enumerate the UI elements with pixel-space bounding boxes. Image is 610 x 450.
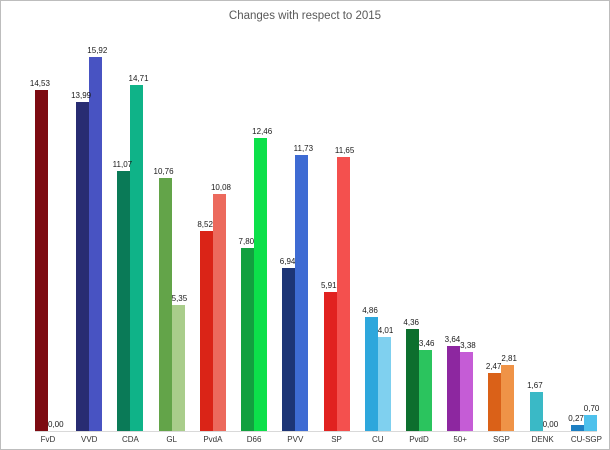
- bar: 0,27: [568, 414, 584, 431]
- bar-value-label: 10,08: [210, 183, 231, 193]
- bar-value-label: 3,46: [418, 338, 435, 348]
- bar-group: 4,36 3,46: [403, 56, 435, 431]
- bar-value-label: 4,36: [403, 317, 420, 327]
- x-axis-label: CDA: [121, 435, 139, 444]
- bar: 3,38: [460, 341, 476, 431]
- x-axis-label: VVD: [80, 435, 98, 444]
- bar-value-label: 0,27: [568, 413, 584, 423]
- bar: 12,46: [252, 127, 272, 431]
- bar-value-label: 1,67: [527, 380, 543, 390]
- bar: 6,94: [280, 257, 295, 431]
- bar-value-label: 11,73: [293, 144, 314, 154]
- x-axis-label: SGP: [492, 435, 510, 444]
- x-axis-label: D66: [246, 435, 262, 444]
- bar: 5,35: [172, 294, 187, 431]
- bar: 14,53: [30, 79, 50, 431]
- bar: 10,08: [211, 183, 231, 431]
- bar-group: 11,07 14,71: [113, 56, 149, 431]
- bar-value-label: 0,70: [583, 403, 600, 413]
- bar: 2,81: [501, 354, 517, 431]
- x-axis-label: FvD: [40, 435, 56, 444]
- bar-group: 7,80 12,46: [239, 56, 272, 431]
- bar-value-label: 2,81: [501, 354, 517, 363]
- bar-value-label: 14,71: [128, 74, 149, 84]
- bar-group: 10,76 5,35: [154, 56, 187, 431]
- bar: 4,01: [378, 326, 393, 431]
- bar-value-label: 12,46: [252, 127, 273, 137]
- bar-value-label: 4,86: [362, 305, 378, 315]
- bar-value-label: 3,64: [444, 334, 461, 344]
- bar: 1,67: [527, 381, 543, 431]
- bar-value-label: 14,53: [29, 78, 50, 88]
- bar: 11,65: [335, 146, 354, 431]
- bar-value-label: 5,35: [171, 294, 188, 304]
- bar: 5,91: [321, 281, 337, 431]
- bar-group: 8,52 10,08: [197, 56, 231, 431]
- bar-group: 5,91 11,65: [321, 56, 354, 431]
- bar-value-label: 7,80: [238, 236, 255, 246]
- x-axis-label: 50+: [453, 435, 467, 444]
- bar: 4,36: [403, 318, 419, 431]
- bar-group: 14,53 0,00: [30, 56, 64, 431]
- bar-group: 13,99 15,92: [71, 46, 107, 431]
- plot-area: 14,53 0,00 13,99 15,92 11,07 14,71 10,76 5,35 8,…: [30, 46, 599, 432]
- bar-group: 4,86 4,01: [362, 56, 393, 431]
- x-axis-label: CU: [371, 435, 384, 444]
- bar: 15,92: [87, 46, 107, 431]
- bar-group: 0,27 0,70: [568, 56, 599, 431]
- bar-value-label: 0,00: [47, 420, 64, 429]
- chart-title: Changes with respect to 2015: [228, 10, 382, 22]
- bar: 0,70: [584, 404, 599, 431]
- bar-value-label: 4,01: [377, 325, 394, 335]
- bar: 8,52: [197, 220, 213, 431]
- bar-value-label: 15,92: [87, 45, 108, 55]
- bar-value-label: 5,91: [320, 281, 337, 291]
- bar: 4,86: [362, 306, 378, 431]
- bar-group: 2,47 2,81: [486, 56, 517, 431]
- x-axis-label: GL: [166, 435, 177, 444]
- x-axis-label: CU-SGP: [570, 435, 602, 444]
- x-axis-label: PvdA: [203, 435, 223, 444]
- bar-group: 6,94 11,73: [280, 56, 313, 431]
- bar-group: 3,64 3,38: [445, 56, 476, 431]
- x-axis-label: SP: [331, 435, 342, 444]
- bar-value-label: 11,07: [112, 159, 133, 169]
- bar-value-label: 11,65: [334, 146, 355, 156]
- bar: 13,99: [71, 91, 91, 431]
- bar: 10,76: [154, 167, 174, 431]
- bar: 11,07: [113, 160, 132, 431]
- bar-value-label: 6,94: [279, 256, 296, 266]
- bar-group: 1,67 0,00: [527, 56, 559, 431]
- bar: 14,71: [129, 74, 149, 431]
- bar-value-label: 10,76: [153, 167, 174, 177]
- bar: 7,80: [239, 237, 254, 431]
- bar: 3,46: [419, 339, 435, 431]
- bar: 3,64: [445, 335, 460, 431]
- bar-value-label: 8,52: [197, 219, 213, 229]
- bar-value-label: 0,00: [542, 420, 559, 429]
- x-axis-label: DENK: [531, 435, 554, 444]
- x-axis-label: PvdD: [409, 435, 429, 444]
- bar-value-label: 13,99: [71, 91, 92, 101]
- bar: 2,47: [486, 362, 501, 431]
- x-axis-label: PVV: [287, 435, 304, 444]
- x-axis: FvD VVD CDA GL PvdA D66 PVV SP CU PvdD 50+ SGP DENK C…: [35, 435, 602, 444]
- bar: 11,73: [294, 144, 313, 431]
- bar-value-label: 3,38: [460, 340, 476, 350]
- bar-value-label: 2,47: [485, 362, 502, 371]
